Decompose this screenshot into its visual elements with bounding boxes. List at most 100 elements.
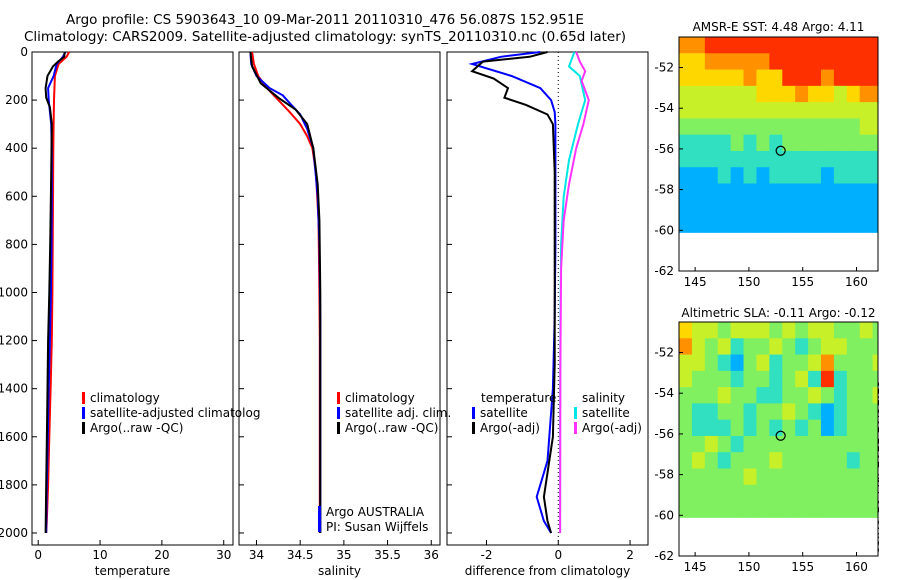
heatmap-cell	[769, 338, 783, 356]
heatmap-cell	[743, 102, 757, 119]
heatmap-cell	[808, 387, 822, 404]
heatmap-cell	[820, 37, 835, 54]
heatmap-cell	[730, 501, 745, 518]
heatmap-cell	[717, 118, 732, 136]
heatmap-cell	[833, 102, 848, 119]
heatmap-cell	[808, 452, 822, 470]
x-tick-label: 34.5	[287, 548, 314, 562]
heatmap-cell	[704, 501, 719, 518]
heatmap-cell	[846, 85, 861, 103]
heatmap-cell	[820, 484, 835, 502]
heatmap-cell	[756, 468, 770, 486]
heatmap-cell	[808, 216, 822, 233]
heatmap-cell	[833, 167, 848, 185]
heatmap-cell	[730, 150, 745, 168]
heatmap-cell	[769, 37, 783, 54]
x-axis-label: temperature	[95, 564, 170, 578]
heatmap-cell	[730, 118, 745, 136]
heatmap-cell	[859, 338, 874, 356]
heatmap-cell	[795, 403, 809, 421]
legend-difference: temperaturesatelliteArgo(-adj)salinitysa…	[472, 391, 642, 435]
heatmap-cell	[743, 183, 757, 201]
map-frame	[678, 36, 879, 272]
heatmap-cell	[679, 183, 693, 201]
heatmap-cell	[769, 468, 783, 486]
heatmap-cell	[679, 452, 693, 470]
heatmap-cell	[833, 118, 848, 136]
heatmap-cell	[717, 387, 732, 404]
y-tick-label: 400	[5, 141, 28, 155]
x-axis-label: salinity	[318, 564, 361, 578]
heatmap-cell	[730, 419, 745, 437]
heatmap-cell	[743, 354, 757, 372]
heatmap-cell	[756, 69, 770, 87]
heatmap-cell	[730, 484, 745, 502]
heatmap-cell	[769, 134, 783, 152]
legend-swatch	[574, 407, 577, 419]
heatmap-cell	[704, 150, 719, 168]
legend-swatch	[82, 392, 85, 404]
x-tick-label: 145	[684, 275, 707, 289]
heatmap-cell	[717, 354, 732, 372]
heatmap-cell	[782, 501, 796, 518]
heatmap-cell	[795, 387, 809, 404]
heatmap-cell	[717, 452, 732, 470]
heatmap-cell	[820, 501, 835, 518]
heatmap-cell	[782, 419, 796, 437]
heatmap-cell	[704, 322, 719, 339]
heatmap-cell	[795, 134, 809, 152]
heatmap-cell	[756, 435, 770, 453]
legend-label: Argo(-adj)	[480, 421, 540, 435]
heatmap-cell	[679, 167, 693, 185]
heatmap-cell	[691, 118, 706, 136]
heatmap-cell	[872, 387, 879, 404]
heatmap-cell	[795, 468, 809, 486]
heatmap-cell	[820, 85, 835, 103]
heatmap-cell	[795, 216, 809, 233]
heatmap-cell	[717, 37, 732, 54]
heatmap-cell	[808, 435, 822, 453]
y-tick-label: 200	[5, 93, 28, 107]
heatmap-cell	[704, 102, 719, 119]
heatmap-cell	[717, 150, 732, 168]
heatmap-cell	[872, 484, 879, 502]
y-tick-label: -60	[654, 508, 674, 522]
x-tick-label: 10	[92, 548, 107, 562]
heatmap-cell	[717, 85, 732, 103]
heatmap-cell	[730, 338, 745, 356]
heatmap-cell	[769, 102, 783, 119]
heatmap-cell	[730, 102, 745, 119]
heatmap-cell	[691, 199, 706, 217]
heatmap-cell	[833, 69, 848, 87]
annotation-swatch	[318, 506, 321, 532]
x-tick-label: 36	[424, 548, 439, 562]
plot-frame	[238, 51, 441, 546]
heatmap-cell	[820, 370, 835, 388]
heatmap-cell	[782, 183, 796, 201]
series-line	[468, 51, 557, 534]
heatmap-cell	[743, 370, 757, 388]
heatmap-cell	[691, 69, 706, 87]
heatmap-cell	[743, 69, 757, 87]
heatmap-cell	[743, 134, 757, 152]
heatmap-cell	[756, 134, 770, 152]
heatmap-cell	[717, 403, 732, 421]
heatmap-cell	[756, 199, 770, 217]
heatmap-cell	[704, 134, 719, 152]
heatmap-cell	[717, 134, 732, 152]
heatmap-cell	[743, 468, 757, 486]
heatmap-cell	[782, 199, 796, 217]
heatmap-cell	[795, 53, 809, 71]
heatmap-cell	[795, 167, 809, 185]
heatmap-cell	[795, 150, 809, 168]
x-tick-label: 0	[554, 548, 562, 562]
heatmap-cell	[833, 468, 848, 486]
y-tick-label: -62	[654, 264, 674, 278]
heatmap-cell	[704, 354, 719, 372]
heatmap-cell	[859, 387, 874, 404]
x-tick-label: 145	[684, 560, 707, 574]
heatmap-cell	[679, 322, 693, 339]
heatmap-cell	[820, 216, 835, 233]
heatmap-cell	[743, 501, 757, 518]
heatmap-cell	[782, 37, 796, 54]
